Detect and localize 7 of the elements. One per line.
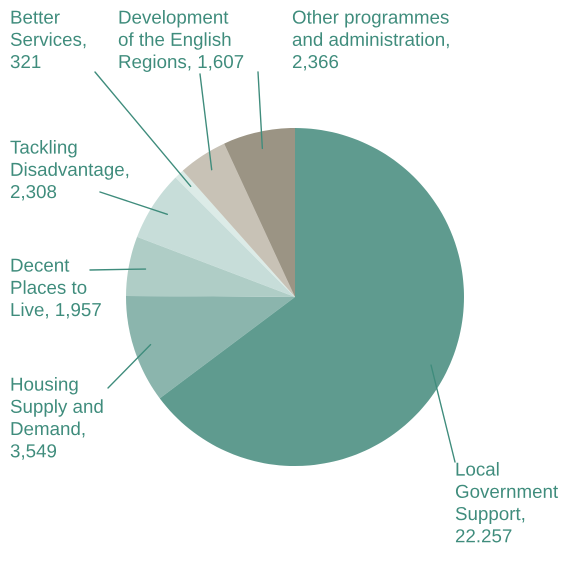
slice-label: Better Services, 321 bbox=[10, 10, 86, 68]
slice-label: Local Government Support, 22.257 bbox=[456, 462, 558, 542]
slice-label: Tackling Disadvantage, 2,308 bbox=[10, 140, 128, 200]
slice-label: Housing Supply and Demand, 3,549 bbox=[10, 377, 103, 460]
slice-label: Other programmes and administration, 2,366 bbox=[292, 10, 449, 70]
slice-label: Development of the English Regions, 1,607 bbox=[118, 10, 244, 72]
slice-label: Decent Places to Live, 1,957 bbox=[12, 258, 101, 318]
